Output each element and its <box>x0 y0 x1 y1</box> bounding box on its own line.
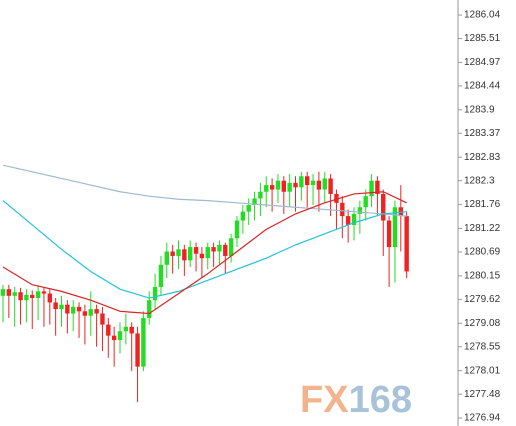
watermark-num: 168 <box>349 379 412 421</box>
candle-body <box>328 178 333 194</box>
candle-body <box>345 216 351 225</box>
candle-body <box>287 182 292 192</box>
candle-body <box>386 220 392 248</box>
candle-body <box>392 207 398 248</box>
candle-body <box>71 306 76 314</box>
candle-body <box>182 249 187 261</box>
candle-body <box>82 311 88 316</box>
y-tick-label: 1284.44 <box>464 81 501 92</box>
y-tick-label: 1280.15 <box>464 271 501 282</box>
candle-body <box>252 198 257 206</box>
candle-body <box>322 178 327 190</box>
moving-average <box>2 191 407 315</box>
candle-body <box>275 180 281 190</box>
candle-body <box>12 292 17 296</box>
candle-body <box>223 244 228 256</box>
candle-body <box>193 247 199 254</box>
candle-body <box>281 180 286 192</box>
y-tick-label: 1283.9 <box>464 104 495 115</box>
candle-body <box>316 180 322 190</box>
candle-body <box>0 289 6 296</box>
candle-body <box>299 176 304 188</box>
candle-body <box>35 291 41 299</box>
y-tick-label: 1285.51 <box>464 33 501 44</box>
candle-body <box>141 317 146 367</box>
candle-body <box>363 196 368 208</box>
candle-body <box>111 335 117 341</box>
moving-average <box>2 164 407 217</box>
y-tick-label: 1277.48 <box>464 389 501 400</box>
candle-body <box>351 213 357 225</box>
candle-body <box>100 313 105 325</box>
y-tick-label: 1282.3 <box>464 175 495 186</box>
candle-body <box>164 251 169 265</box>
y-tick-label: 1276.94 <box>464 413 501 424</box>
candle-body <box>41 291 47 294</box>
candle-body <box>375 180 380 194</box>
candle-body <box>293 182 298 188</box>
candle-body <box>381 193 386 221</box>
y-tick-label: 1281.76 <box>464 199 501 210</box>
candle-body <box>305 176 310 186</box>
candle-body <box>310 180 316 186</box>
candle-body <box>217 244 222 252</box>
candle-body <box>211 247 216 252</box>
y-tick-label: 1283.37 <box>464 128 501 139</box>
y-tick-label: 1286.04 <box>464 10 501 21</box>
y-tick-label: 1279.08 <box>464 318 501 329</box>
candle-body <box>334 193 339 203</box>
candle-body <box>205 247 210 259</box>
candle-body <box>123 326 129 332</box>
y-tick-label: 1281.22 <box>464 223 501 234</box>
candle-body <box>94 309 99 314</box>
candle-body <box>176 249 181 256</box>
candle-body <box>369 180 374 197</box>
watermark: FX168 <box>300 379 412 421</box>
candle-body <box>117 331 123 341</box>
candle-body <box>264 185 269 192</box>
candle-body <box>76 306 82 312</box>
candle-body <box>106 324 111 336</box>
y-tick-label: 1284.97 <box>464 57 501 68</box>
candle-body <box>65 304 70 314</box>
candle-body <box>188 247 193 261</box>
moving-average <box>2 200 407 299</box>
candle-body <box>170 251 175 256</box>
candle-body <box>88 309 93 316</box>
candle-body <box>234 220 240 239</box>
candle-body <box>357 207 363 214</box>
candle-body <box>228 238 234 256</box>
candle-body <box>6 289 12 296</box>
candle-body <box>158 264 164 287</box>
candle-body <box>147 300 152 318</box>
candle-body <box>340 202 345 217</box>
watermark-fx: FX <box>300 379 349 421</box>
candle-body <box>269 185 275 190</box>
y-tick-label: 1279.62 <box>464 294 501 305</box>
candle-body <box>240 211 246 221</box>
candle-body <box>199 253 205 259</box>
y-tick-label: 1280.69 <box>464 247 501 258</box>
candle-body <box>18 292 23 301</box>
y-tick-label: 1278.55 <box>464 341 501 352</box>
y-tick-label: 1278.01 <box>464 365 501 376</box>
candle-body <box>59 304 64 310</box>
candle-body <box>30 294 35 299</box>
candle-body <box>258 191 263 199</box>
candle-body <box>24 294 29 301</box>
y-tick-label: 1282.83 <box>464 152 501 163</box>
candle-body <box>404 216 409 272</box>
candle-body <box>47 293 52 303</box>
candle-body <box>129 326 134 334</box>
candle-body <box>246 205 251 212</box>
candle-body <box>152 286 158 301</box>
candle-body <box>135 333 140 367</box>
candle-body <box>53 302 58 310</box>
